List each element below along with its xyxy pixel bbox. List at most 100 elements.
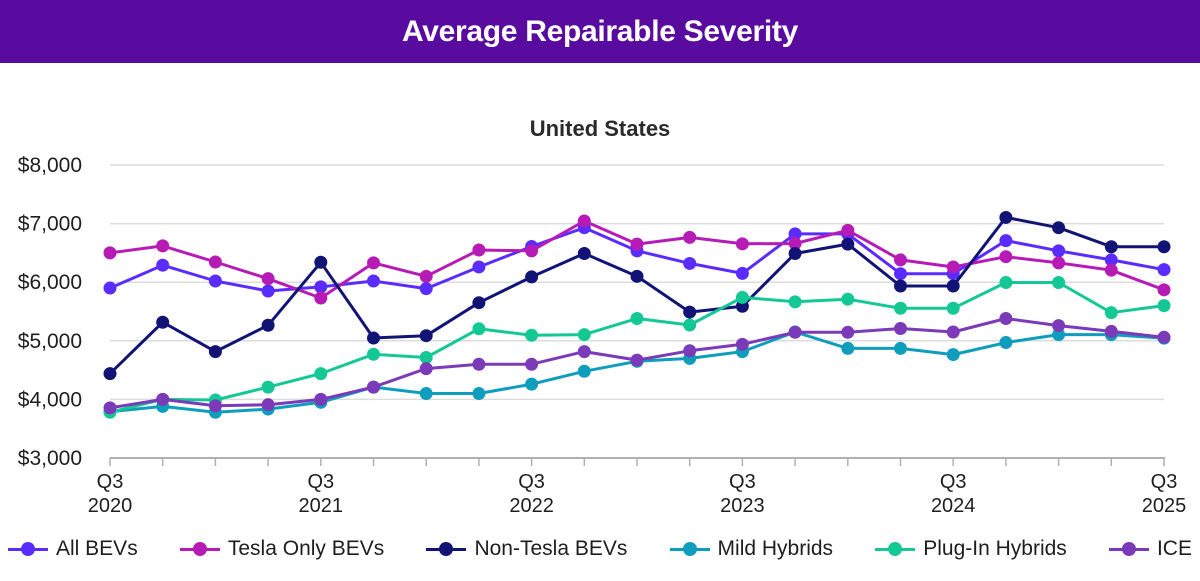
data-point-ice[interactable] [1157, 330, 1171, 344]
data-point-ice[interactable] [208, 399, 222, 413]
data-point-plug-in-hybrids[interactable] [999, 275, 1013, 289]
data-point-mild-hybrids[interactable] [1052, 328, 1066, 342]
data-point-ice[interactable] [630, 353, 644, 367]
data-point-tesla-only-bevs[interactable] [208, 255, 222, 269]
data-point-non-tesla-bevs[interactable] [472, 296, 486, 310]
data-point-plug-in-hybrids[interactable] [419, 351, 433, 365]
data-point-ice[interactable] [841, 325, 855, 339]
data-point-ice[interactable] [894, 321, 907, 335]
data-point-tesla-only-bevs[interactable] [156, 239, 170, 253]
data-point-plug-in-hybrids[interactable] [894, 301, 907, 315]
data-point-tesla-only-bevs[interactable] [841, 223, 855, 237]
data-point-plug-in-hybrids[interactable] [841, 292, 855, 306]
data-point-ice[interactable] [946, 325, 960, 339]
legend-item-non-tesla-bevs[interactable]: Non-Tesla BEVs [426, 537, 627, 561]
data-point-plug-in-hybrids[interactable] [367, 347, 380, 361]
data-point-non-tesla-bevs[interactable] [683, 305, 697, 319]
data-point-mild-hybrids[interactable] [472, 387, 486, 401]
data-point-tesla-only-bevs[interactable] [419, 269, 433, 283]
data-point-tesla-only-bevs[interactable] [894, 253, 907, 267]
data-point-mild-hybrids[interactable] [841, 341, 855, 355]
data-point-ice[interactable] [103, 401, 117, 415]
data-point-all-bevs[interactable] [999, 234, 1013, 248]
data-point-mild-hybrids[interactable] [946, 348, 960, 362]
data-point-tesla-only-bevs[interactable] [1157, 283, 1171, 297]
data-point-ice[interactable] [261, 398, 275, 412]
data-point-ice[interactable] [735, 337, 749, 351]
data-point-ice[interactable] [683, 344, 697, 358]
data-point-ice[interactable] [577, 345, 591, 359]
data-point-non-tesla-bevs[interactable] [103, 367, 117, 381]
data-point-all-bevs[interactable] [367, 274, 380, 288]
data-point-tesla-only-bevs[interactable] [472, 243, 486, 257]
data-point-non-tesla-bevs[interactable] [946, 279, 960, 293]
data-point-ice[interactable] [156, 392, 170, 406]
data-point-plug-in-hybrids[interactable] [1052, 275, 1066, 289]
data-point-non-tesla-bevs[interactable] [630, 269, 644, 283]
data-point-non-tesla-bevs[interactable] [525, 270, 539, 284]
data-point-non-tesla-bevs[interactable] [577, 246, 591, 260]
data-point-all-bevs[interactable] [472, 260, 486, 274]
data-point-all-bevs[interactable] [419, 282, 433, 296]
data-point-non-tesla-bevs[interactable] [841, 237, 855, 251]
data-point-non-tesla-bevs[interactable] [1052, 221, 1066, 235]
data-point-non-tesla-bevs[interactable] [419, 329, 433, 343]
data-point-tesla-only-bevs[interactable] [261, 272, 275, 286]
data-point-plug-in-hybrids[interactable] [525, 328, 539, 342]
data-point-tesla-only-bevs[interactable] [735, 237, 749, 251]
data-point-plug-in-hybrids[interactable] [1157, 299, 1171, 313]
data-point-ice[interactable] [472, 357, 486, 371]
data-point-non-tesla-bevs[interactable] [208, 345, 222, 359]
data-point-non-tesla-bevs[interactable] [261, 318, 275, 332]
data-point-ice[interactable] [1104, 324, 1118, 338]
data-point-non-tesla-bevs[interactable] [314, 255, 328, 269]
data-point-tesla-only-bevs[interactable] [367, 256, 380, 270]
data-point-non-tesla-bevs[interactable] [1157, 240, 1171, 254]
data-point-plug-in-hybrids[interactable] [788, 295, 802, 309]
data-point-tesla-only-bevs[interactable] [525, 244, 539, 258]
data-point-ice[interactable] [314, 392, 328, 406]
data-point-mild-hybrids[interactable] [999, 336, 1013, 350]
data-point-tesla-only-bevs[interactable] [1104, 263, 1118, 277]
data-point-mild-hybrids[interactable] [577, 364, 591, 378]
data-point-non-tesla-bevs[interactable] [1104, 240, 1118, 254]
data-point-mild-hybrids[interactable] [419, 387, 433, 401]
data-point-all-bevs[interactable] [1052, 244, 1066, 258]
data-point-non-tesla-bevs[interactable] [788, 246, 802, 260]
data-point-plug-in-hybrids[interactable] [1104, 306, 1118, 320]
data-point-plug-in-hybrids[interactable] [577, 328, 591, 342]
legend-item-tesla-only-bevs[interactable]: Tesla Only BEVs [179, 537, 384, 561]
data-point-all-bevs[interactable] [894, 267, 907, 281]
data-point-non-tesla-bevs[interactable] [894, 279, 907, 293]
data-point-plug-in-hybrids[interactable] [314, 367, 328, 381]
data-point-ice[interactable] [525, 357, 539, 371]
data-point-plug-in-hybrids[interactable] [261, 380, 275, 394]
legend-item-plug-in-hybrids[interactable]: Plug-In Hybrids [875, 537, 1067, 561]
data-point-tesla-only-bevs[interactable] [103, 246, 117, 260]
data-point-mild-hybrids[interactable] [525, 377, 539, 391]
data-point-plug-in-hybrids[interactable] [630, 312, 644, 326]
data-point-plug-in-hybrids[interactable] [683, 318, 697, 332]
legend-item-all-bevs[interactable]: All BEVs [8, 537, 138, 561]
data-point-non-tesla-bevs[interactable] [156, 315, 170, 329]
data-point-ice[interactable] [788, 325, 802, 339]
data-point-tesla-only-bevs[interactable] [314, 291, 328, 305]
data-point-plug-in-hybrids[interactable] [946, 301, 960, 315]
data-point-tesla-only-bevs[interactable] [999, 250, 1013, 264]
data-point-plug-in-hybrids[interactable] [472, 322, 486, 336]
data-point-all-bevs[interactable] [788, 227, 802, 241]
data-point-ice[interactable] [999, 312, 1013, 326]
data-point-all-bevs[interactable] [156, 258, 170, 272]
data-point-all-bevs[interactable] [261, 284, 275, 298]
data-point-all-bevs[interactable] [1104, 253, 1118, 267]
data-point-ice[interactable] [419, 362, 433, 376]
data-point-tesla-only-bevs[interactable] [788, 237, 802, 251]
data-point-all-bevs[interactable] [314, 280, 328, 294]
data-point-tesla-only-bevs[interactable] [946, 260, 960, 274]
data-point-ice[interactable] [1052, 319, 1066, 333]
data-point-all-bevs[interactable] [735, 266, 749, 280]
data-point-tesla-only-bevs[interactable] [1052, 256, 1066, 270]
data-point-plug-in-hybrids[interactable] [735, 290, 749, 304]
data-point-all-bevs[interactable] [1157, 263, 1171, 277]
data-point-mild-hybrids[interactable] [894, 341, 907, 355]
